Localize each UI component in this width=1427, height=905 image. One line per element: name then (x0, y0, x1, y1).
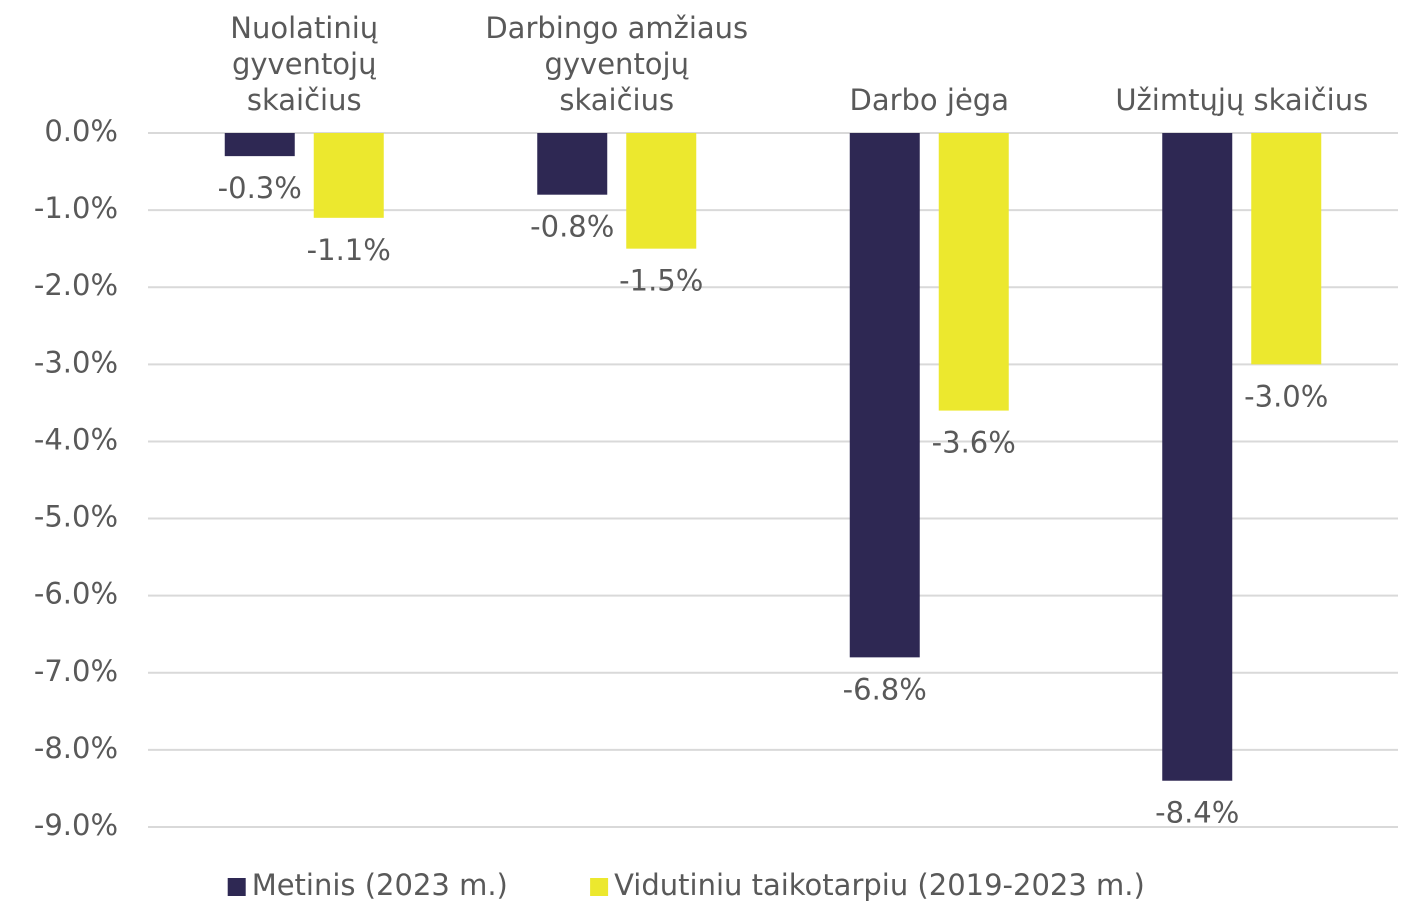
data-label: -6.8% (843, 672, 927, 706)
x-category-label: Užimtųjų skaičius (1115, 83, 1369, 117)
bar (224, 133, 295, 157)
y-tick-label: -7.0% (34, 654, 118, 688)
y-tick-label: -2.0% (34, 268, 118, 302)
bar (1251, 133, 1322, 365)
data-label: -1.5% (619, 264, 703, 298)
legend-label: Metinis (2023 m.) (252, 868, 508, 902)
bar (1162, 133, 1233, 781)
y-tick-label: -3.0% (34, 345, 118, 379)
y-tick-label: -6.0% (34, 577, 118, 611)
bar (313, 133, 384, 218)
y-tick-label: -1.0% (34, 191, 118, 225)
bar (537, 133, 608, 195)
x-category-label: Darbingo amžiaus gyventojų skaičius (485, 11, 749, 117)
y-tick-label: -5.0% (34, 500, 118, 534)
data-label: -8.4% (1155, 796, 1239, 830)
y-tick-label: -4.0% (34, 422, 118, 456)
legend-label: Vidutiniu taikotarpiu (2019-2023 m.) (614, 868, 1145, 902)
x-category-label: Nuolatinių gyventojų skaičius (230, 11, 379, 117)
legend-swatch (227, 878, 246, 896)
data-label: -0.8% (530, 210, 614, 244)
data-label: -1.1% (307, 233, 391, 267)
y-tick-label: 0.0% (44, 114, 118, 148)
y-tick-label: -8.0% (34, 731, 118, 765)
data-label: -0.3% (218, 171, 302, 205)
bar (938, 133, 1009, 411)
bar (849, 133, 920, 658)
x-category-label: Darbo jėga (849, 83, 1009, 117)
data-label: -3.0% (1244, 379, 1328, 413)
y-tick-label: -9.0% (34, 808, 118, 842)
legend-swatch (590, 878, 609, 896)
data-label: -3.6% (932, 426, 1016, 460)
bar (626, 133, 697, 249)
